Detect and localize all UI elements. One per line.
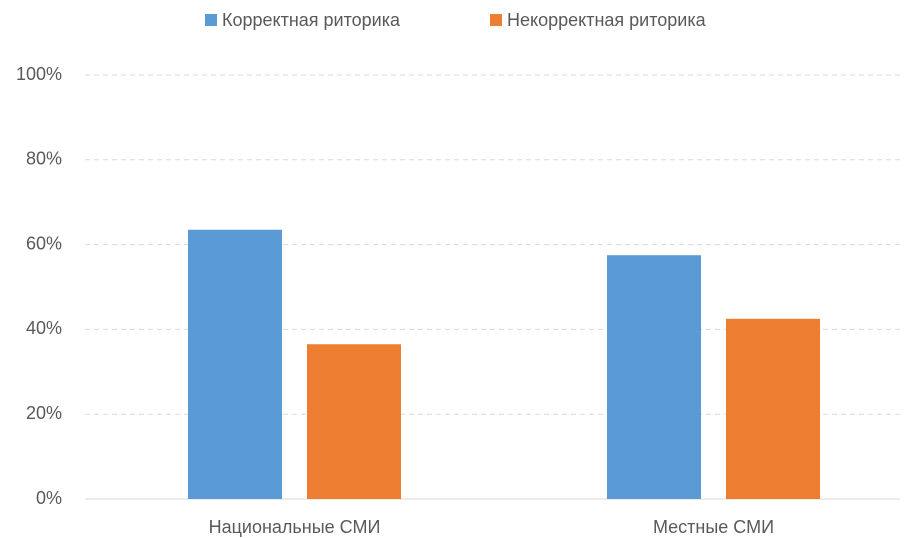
y-tick-label: 100% (16, 64, 62, 84)
legend-swatch (490, 14, 502, 26)
bar (607, 255, 701, 499)
y-tick-label: 0% (36, 488, 62, 508)
legend-label: Некорректная риторика (507, 10, 707, 30)
y-tick-label: 20% (26, 403, 62, 423)
bar (307, 344, 401, 499)
x-tick-label: Национальные СМИ (209, 517, 381, 537)
y-tick-label: 80% (26, 149, 62, 169)
y-tick-label: 40% (26, 318, 62, 338)
bar (188, 229, 282, 499)
legend-swatch (205, 14, 217, 26)
bar (726, 318, 820, 499)
legend-label: Корректная риторика (222, 10, 401, 30)
y-tick-label: 60% (26, 233, 62, 253)
x-tick-label: Местные СМИ (653, 517, 774, 537)
